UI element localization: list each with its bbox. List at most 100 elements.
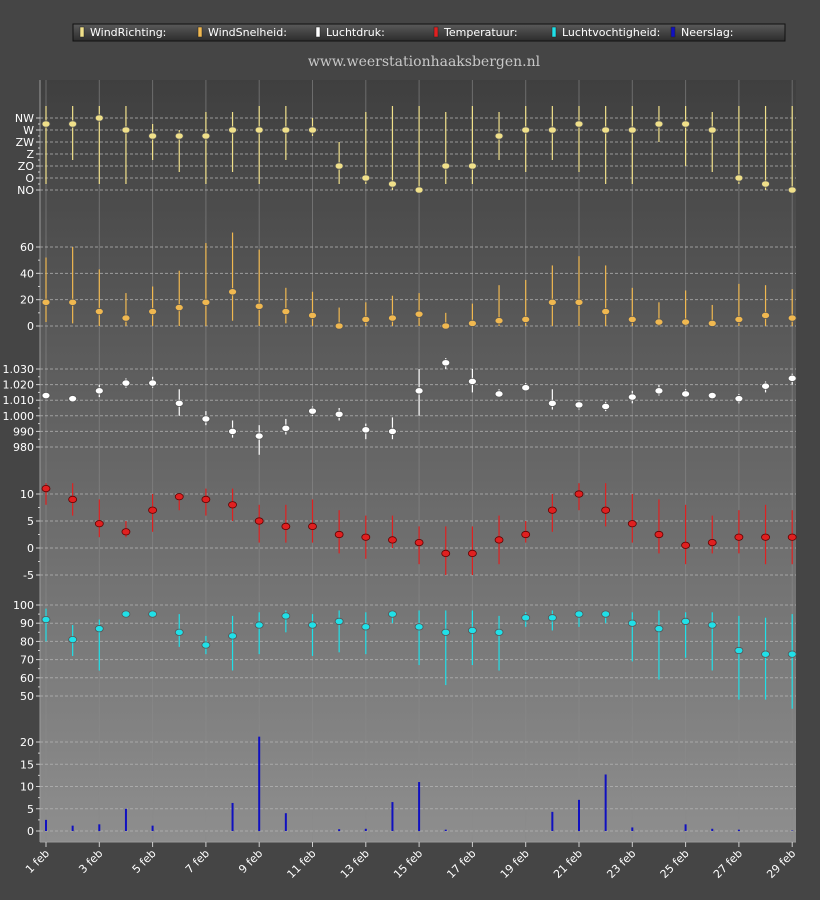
y-tick-label: ZW [16, 136, 35, 149]
y-tick-label: 15 [20, 758, 34, 771]
mean-point [414, 186, 424, 194]
mean-point [734, 395, 744, 403]
precip-bar [71, 825, 74, 831]
mean-point [388, 536, 397, 544]
y-tick-label: ZO [18, 160, 35, 173]
mean-point [627, 126, 637, 134]
mean-point [787, 533, 797, 541]
mean-point [627, 315, 637, 324]
mean-point [148, 610, 158, 618]
mean-point [761, 180, 770, 188]
legend-label: WindRichting: [90, 26, 166, 39]
y-tick-label: 10 [20, 781, 34, 794]
mean-point [414, 310, 424, 318]
mean-point [494, 628, 504, 636]
mean-point [441, 322, 451, 330]
mean-point [441, 549, 451, 558]
mean-point [228, 632, 237, 640]
mean-point [308, 522, 317, 531]
mean-point [521, 315, 531, 324]
legend-swatch [433, 26, 439, 38]
legend-label: Luchtdruk: [326, 26, 385, 39]
mean-point [521, 530, 531, 539]
y-tick-label: 70 [20, 654, 34, 667]
mean-point [254, 432, 264, 440]
mean-point [467, 626, 477, 635]
y-tick-label: 5 [27, 515, 34, 528]
mean-point [547, 126, 557, 134]
mean-point [707, 319, 717, 327]
mean-point [121, 379, 131, 387]
mean-point [787, 186, 797, 194]
legend-label: Neerslag: [681, 26, 734, 39]
mean-point [388, 314, 397, 322]
mean-point [787, 374, 797, 382]
precip-bar [631, 827, 634, 831]
mean-point [681, 120, 690, 128]
mean-point [41, 298, 51, 306]
y-tick-label: 60 [20, 672, 34, 685]
mean-point [281, 126, 291, 134]
panel-luchtvochtigheid: 50 60 70 80 90 100 [13, 599, 797, 709]
y-tick-label: 1.020 [3, 379, 35, 392]
mean-point [94, 387, 104, 395]
panel-temperatuur: -5 0 5 10 [20, 483, 797, 582]
mean-point [334, 322, 344, 330]
mean-point [201, 298, 211, 306]
y-tick-label: O [25, 172, 34, 185]
mean-point [574, 298, 584, 306]
mean-point [228, 427, 237, 435]
mean-point [707, 621, 717, 629]
legend-label: Luchtvochtigheid: [562, 26, 660, 39]
mean-point [414, 623, 424, 631]
precip-bar [604, 774, 607, 831]
y-tick-label: 1.030 [3, 363, 35, 376]
precip-bar [231, 802, 234, 831]
y-tick-label: W [23, 124, 34, 137]
y-tick-label: 90 [20, 617, 34, 630]
mean-point [68, 298, 78, 306]
mean-point [707, 391, 717, 400]
panel-neerslag: 0 5 10 15 20 [20, 736, 796, 838]
mean-point [148, 506, 158, 514]
mean-point [707, 538, 717, 547]
mean-point [254, 302, 264, 310]
mean-point [228, 501, 237, 509]
mean-point [334, 162, 344, 170]
mean-point [254, 517, 264, 525]
mean-point [707, 126, 717, 134]
mean-point [574, 120, 584, 128]
y-tick-label: 0 [27, 542, 34, 555]
mean-point [174, 399, 184, 407]
precip-bar [684, 824, 687, 831]
legend-swatch [315, 26, 321, 38]
mean-point [547, 298, 557, 306]
legend-label: Temperatuur: [443, 26, 518, 39]
y-tick-label: 40 [20, 267, 34, 280]
mean-point [308, 311, 317, 320]
mean-point [654, 120, 664, 128]
precip-bar [551, 811, 554, 831]
mean-point [68, 395, 78, 403]
mean-point [121, 528, 131, 536]
mean-point [627, 619, 637, 627]
mean-point [547, 506, 557, 514]
y-tick-label: 60 [20, 241, 34, 254]
mean-point [654, 318, 664, 326]
mean-point [94, 520, 104, 528]
legend-swatch [670, 26, 676, 38]
legend-item: WindRichting: [79, 26, 166, 39]
y-tick-label: NO [17, 184, 34, 197]
y-tick-label: 980 [13, 441, 34, 454]
mean-point [494, 536, 504, 544]
legend-item: Luchtdruk: [315, 26, 385, 39]
mean-point [68, 495, 78, 503]
mean-point [121, 610, 131, 618]
legend-item: WindSnelheid: [197, 26, 287, 39]
mean-point [574, 490, 584, 498]
mean-point [254, 126, 264, 134]
y-tick-label: 20 [20, 294, 34, 307]
mean-point [41, 484, 51, 493]
